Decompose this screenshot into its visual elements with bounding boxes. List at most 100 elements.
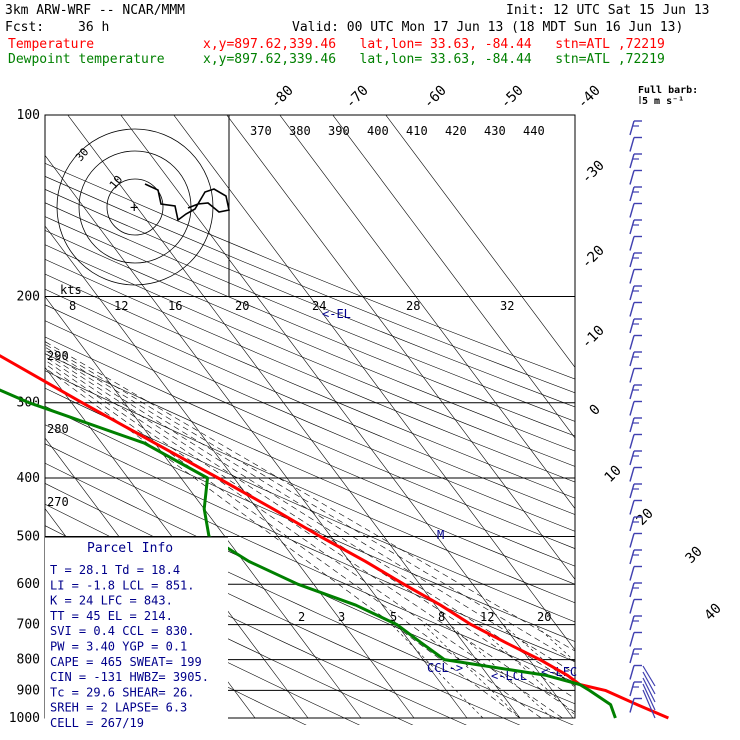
temperature-tick-label: -20	[579, 243, 608, 272]
parcel-info-title: Parcel Info	[87, 541, 173, 556]
dry-adiabat	[45, 370, 575, 604]
dry-adiabat	[45, 336, 575, 567]
wind-barb-staff	[629, 566, 635, 581]
dry-adiabat	[45, 230, 575, 452]
isotherm-line	[120, 115, 574, 719]
wind-barb-staff	[629, 137, 635, 152]
isotherm-line	[279, 115, 575, 510]
mixing-ratio-line	[391, 624, 484, 719]
pressure-label: 1000	[9, 711, 40, 726]
parcel-info-line: CIN = -131 HWBZ= 3905.	[50, 670, 209, 684]
temperature-tick-label: 10	[602, 463, 625, 486]
pressure-label: 900	[17, 683, 40, 698]
parcel-info-line: TT = 45 EL = 214.	[50, 609, 173, 623]
parcel-info-line: Tc = 29.6 SHEAR= 26.	[50, 685, 195, 699]
temperature-line	[0, 354, 669, 720]
dry-adiabat	[45, 216, 575, 437]
mixing-ratio-line	[423, 624, 521, 719]
wind-barb-staff	[629, 582, 635, 598]
pressure-label: 600	[17, 577, 40, 592]
temperature-tick-label: -10	[579, 323, 608, 352]
wind-barb-low	[642, 689, 656, 719]
dry-adiabat	[45, 163, 575, 380]
temperature-info: x,y=897.62,339.46 lat,lon= 33.63, -84.44…	[203, 37, 665, 52]
theta-label: 410	[406, 124, 428, 138]
dry-adiabat	[45, 320, 575, 549]
wind-barb-low	[642, 671, 656, 695]
wind-barb-staff	[629, 417, 635, 433]
wind-barb-staff	[629, 401, 635, 416]
temperature-tick-label: 30	[683, 544, 706, 567]
dry-adiabat	[45, 202, 575, 422]
pressure-label: 200	[17, 290, 40, 305]
series-layer	[0, 354, 669, 720]
isotherm-line	[67, 115, 521, 719]
parcel-info-line: SVI = 0.4 CCL = 830.	[50, 624, 195, 638]
plot-frame	[44, 114, 576, 719]
isotherm-line	[226, 115, 575, 580]
hodo-scale-label: 8	[69, 299, 76, 313]
isotherm-line	[45, 225, 415, 719]
temperature-tick-label: 40	[702, 601, 725, 624]
wind-barb-staff	[629, 533, 635, 548]
wind-barb-staff	[629, 434, 635, 449]
hodo-ring-label: 10	[107, 173, 125, 192]
wind-barb-staff	[629, 351, 635, 367]
wind-barb-staff	[629, 516, 635, 532]
wind-barb-staff	[629, 285, 635, 301]
pressure-label: 400	[17, 471, 40, 486]
temperature-tick-label: -60	[421, 83, 450, 112]
wind-barb-staff	[629, 648, 635, 664]
theta-side-label: 290	[47, 349, 69, 363]
parcel-info-line: LI = -1.8 LCL = 851.	[50, 578, 195, 592]
dry-adiabat	[45, 443, 575, 683]
pressure-label: 500	[17, 529, 40, 544]
hodo-scale-label: 28	[406, 299, 420, 313]
m-annotation: M	[437, 528, 444, 542]
dry-adiabat	[45, 405, 575, 642]
wind-barb-staff	[629, 120, 635, 136]
mixing-ratio-line	[534, 624, 575, 662]
wind-barb-low	[642, 665, 656, 687]
isotherm-line	[45, 366, 309, 719]
wind-barb-staff	[629, 681, 635, 697]
theta-side-label: 280	[47, 422, 69, 436]
theta-side-label: 270	[47, 495, 69, 509]
dry-adiabat	[45, 244, 575, 467]
temperature-tick-label: -30	[579, 158, 608, 187]
wind-barb-staff	[629, 384, 635, 400]
parcel-info-line: CAPE = 465 SWEAT= 199	[50, 655, 202, 669]
init-time: Init: 12 UTC Sat 15 Jun 13	[506, 3, 710, 18]
el-annotation: <-EL	[322, 307, 351, 321]
model-title: 3km ARW-WRF -- NCAR/MMM	[5, 3, 186, 18]
wind-barb-staff	[629, 599, 635, 614]
wind-barb-staff	[629, 615, 635, 631]
hodograph-trace	[144, 183, 230, 222]
dry-adiabat	[45, 483, 574, 725]
forecast-label: Fcst:	[5, 20, 45, 35]
wind-barb-staff	[629, 269, 635, 284]
wind-barb-staff	[629, 483, 635, 499]
parcel-info-line: SREH = 2 LAPSE= 6.3	[50, 701, 187, 715]
mixing-ratio-label: 12	[480, 610, 494, 624]
wind-barb-staff	[629, 302, 635, 317]
temperature-tick-label: 0	[587, 402, 604, 419]
theta-label: 400	[367, 124, 389, 138]
mixing-ratio-label: 8	[438, 610, 445, 624]
valid-time: Valid: 00 UTC Mon 17 Jun 13 (18 MDT Sun …	[292, 20, 684, 35]
parcel-info-line: PW = 3.40 YGP = 0.1	[50, 640, 187, 654]
dewpoint-line	[0, 388, 617, 719]
wind-barb-staff	[629, 368, 635, 383]
hodo-scale-label: 12	[114, 299, 128, 313]
ccl-annotation: CCL->	[427, 661, 463, 675]
mixing-ratio-label: 3	[338, 610, 345, 624]
pressure-label: 100	[17, 108, 40, 123]
temperature-legend: Temperature	[8, 37, 95, 52]
hodo-ring-label: 30	[73, 145, 91, 164]
wind-barb-staff	[629, 186, 635, 202]
barb-legend-title: Full barb:	[638, 85, 698, 96]
wind-barb-staff	[629, 335, 635, 350]
mixing-ratio-label: 5	[390, 610, 397, 624]
mixing-ratio-line	[449, 624, 553, 719]
